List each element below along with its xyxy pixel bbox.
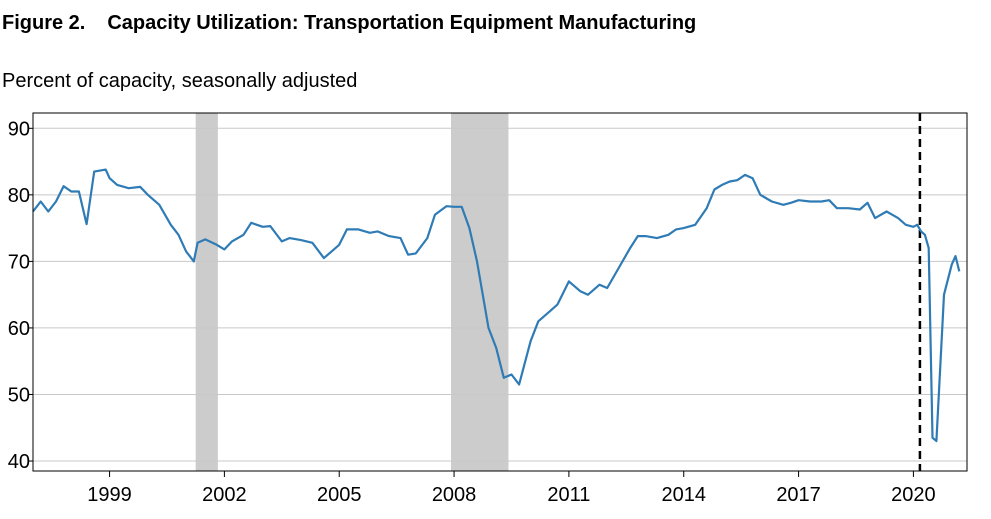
y-tick-label-80: 80 — [8, 185, 30, 207]
chart-title: Figure 2. Capacity Utilization: Transport… — [2, 12, 696, 35]
axis-labels: 40 50 60 70 80 90 1999 2002 2005 2008 2011 2014 2017… — [8, 118, 936, 506]
recession-band-1 — [195, 113, 218, 471]
y-tick-label-90: 90 — [8, 118, 30, 140]
series-layer — [32, 168, 961, 443]
x-tick-label-2005: 2005 — [317, 484, 362, 506]
x-tick-label-2011: 2011 — [547, 484, 590, 506]
chart-title-text: Capacity Utilization: Transportation Equ… — [107, 12, 697, 34]
x-tick-label-2017: 2017 — [776, 484, 821, 506]
plot-frame — [32, 112, 968, 472]
x-tick-label-2002: 2002 — [202, 484, 247, 506]
series-line-1 — [32, 168, 961, 443]
x-tick-label-2014: 2014 — [661, 484, 706, 506]
y-tick-label-50: 50 — [8, 384, 30, 406]
chart-subtitle: Percent of capacity, seasonally adjusted — [2, 70, 358, 92]
recession-shading-layer — [195, 113, 509, 471]
x-tick-label-1999: 1999 — [87, 484, 132, 506]
gridlines — [33, 127, 967, 462]
x-tick-label-2020: 2020 — [891, 484, 936, 506]
x-tick-label-2008: 2008 — [432, 484, 477, 506]
y-tick-label-70: 70 — [8, 251, 30, 273]
y-tick-label-60: 60 — [8, 318, 30, 340]
recession-band-2 — [451, 113, 509, 471]
y-tick-label-40: 40 — [8, 451, 30, 473]
figure-label: Figure 2. — [2, 12, 86, 34]
